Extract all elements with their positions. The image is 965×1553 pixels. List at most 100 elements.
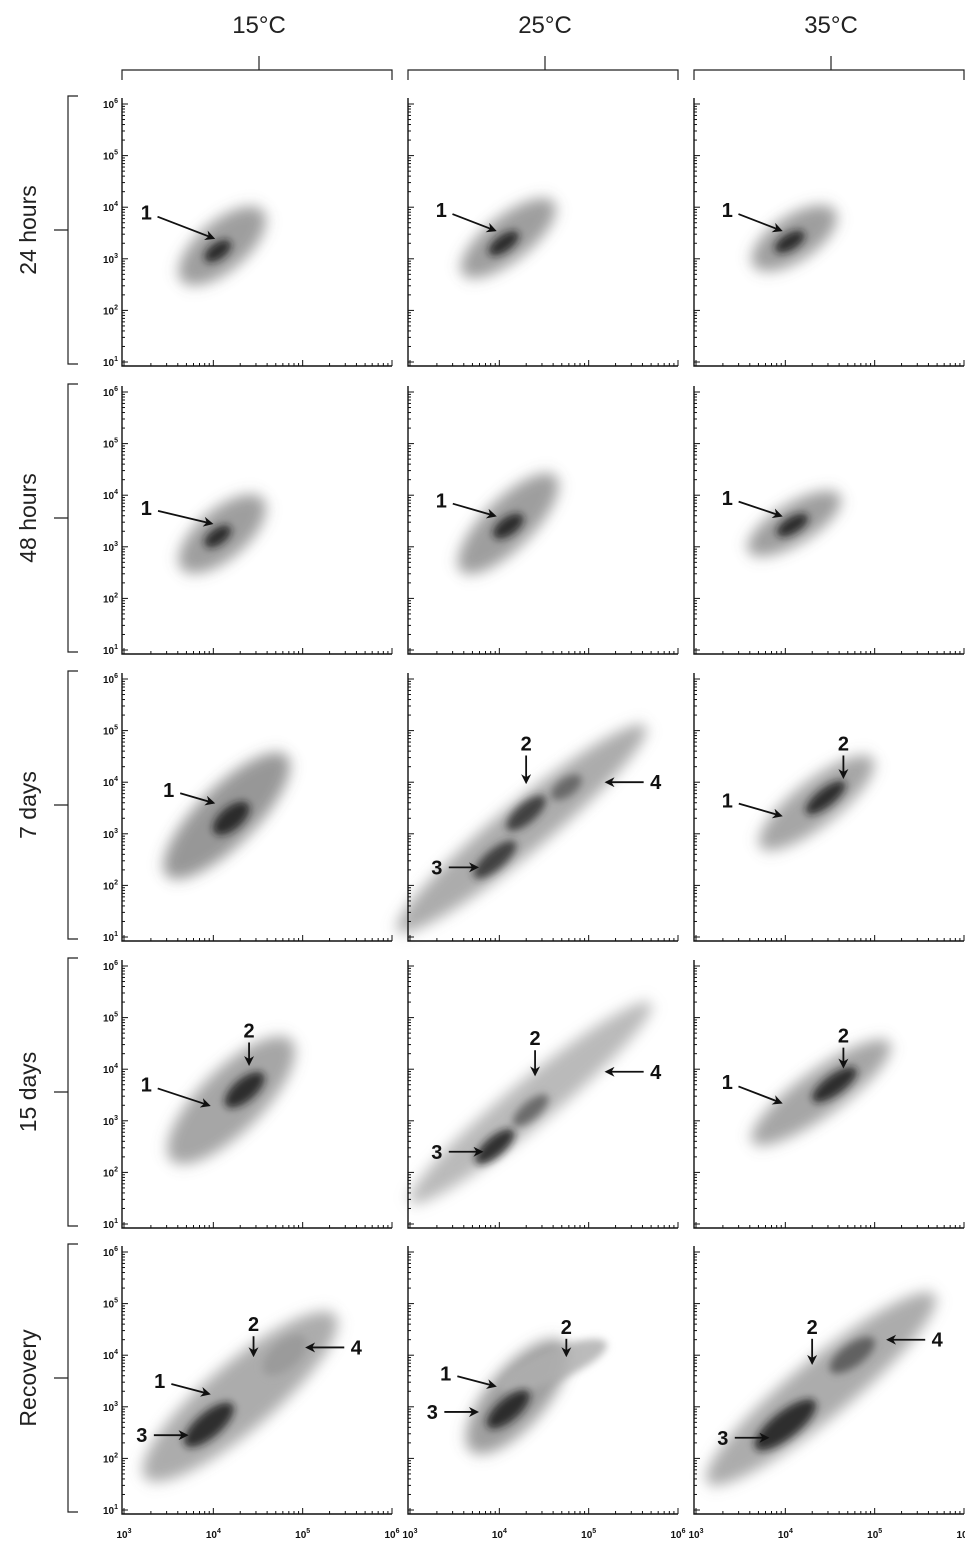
- population-label: 1: [722, 790, 733, 812]
- density-blob: [204, 239, 232, 263]
- density-cloud: [396, 724, 647, 933]
- density-blob: [705, 1292, 937, 1486]
- population-label: 2: [521, 734, 532, 756]
- population-arrow: [179, 792, 216, 806]
- panel: 2 3 4: [396, 673, 679, 942]
- panel-axes: [693, 673, 964, 942]
- panel-axes: [121, 98, 392, 367]
- row-bracket: [54, 95, 78, 365]
- headers: 15°C 25°C 35°C 24 hours 48 hours 7 days 15 day…: [15, 12, 858, 1427]
- y-tick-label: 101: [103, 644, 118, 657]
- population-label: 3: [431, 1142, 442, 1164]
- population-arrow: [738, 213, 783, 233]
- y-tick-label: 102: [103, 1166, 118, 1179]
- row-header: 24 hours: [15, 185, 41, 275]
- density-cloud: [142, 1311, 338, 1482]
- density-cloud: [178, 206, 267, 286]
- panel: 101 102 103 104 105 106 103 104 105 106 1 2 3 4: [103, 1246, 400, 1541]
- population-label: 2: [838, 734, 849, 756]
- y-tick-label: 103: [103, 828, 118, 841]
- density-cloud: [747, 490, 842, 557]
- y-tick-label: 105: [103, 1012, 118, 1025]
- density-blob: [512, 1094, 549, 1127]
- population-label: 1: [436, 490, 447, 512]
- row-header: 7 days: [15, 771, 41, 839]
- x-tick-label: 106: [670, 1528, 685, 1541]
- x-tick-label: 103: [688, 1528, 703, 1541]
- population-label: 2: [530, 1028, 541, 1050]
- population-label: 4: [650, 1062, 662, 1084]
- x-tick-label: 103: [402, 1528, 417, 1541]
- panel-axes: [121, 673, 392, 942]
- population-arrow: [738, 500, 783, 519]
- column-bracket: [693, 56, 965, 80]
- density-blob: [492, 513, 524, 539]
- x-tick-label: 106: [956, 1528, 965, 1541]
- panel: 103 104 105 106 1 2 3: [402, 1246, 686, 1541]
- panel: 103 104 105 106 2 3 4: [688, 1246, 965, 1541]
- panel-axes: [407, 1246, 678, 1515]
- panel-axes: [407, 98, 678, 367]
- y-tick-label: 103: [103, 253, 118, 266]
- panel: 1: [693, 386, 965, 655]
- row-bracket: [54, 670, 78, 940]
- y-tick-label: 104: [103, 1349, 118, 1362]
- population-label: 1: [141, 202, 152, 224]
- density-blob: [754, 1399, 817, 1451]
- panel-axes: [693, 960, 964, 1229]
- panel-axes: [407, 386, 678, 655]
- y-tick-label: 105: [103, 1298, 118, 1311]
- y-tick-label: 106: [103, 98, 118, 111]
- density-cloud: [758, 755, 875, 851]
- y-tick-label: 106: [103, 386, 118, 399]
- x-tick-label: 105: [581, 1528, 596, 1541]
- y-tick-label: 102: [103, 592, 118, 605]
- y-tick-label: 102: [103, 304, 118, 317]
- density-blob: [183, 1402, 234, 1448]
- density-cloud: [751, 205, 837, 272]
- density-blob: [488, 230, 520, 256]
- population-label: 3: [136, 1425, 147, 1447]
- density-cloud: [751, 1039, 891, 1146]
- panel-axes: [693, 386, 964, 655]
- density-cloud: [167, 1036, 296, 1165]
- population-label: 2: [248, 1314, 259, 1336]
- x-tick-label: 106: [384, 1528, 399, 1541]
- column-header: 15°C: [232, 12, 286, 39]
- panel: 101 102 103 104 105 106 1: [103, 98, 393, 369]
- panel-axes: [693, 1246, 964, 1515]
- y-tick-label: 103: [103, 1115, 118, 1128]
- population-label: 1: [722, 488, 733, 510]
- population-label: 2: [838, 1026, 849, 1048]
- population-label: 3: [427, 1402, 438, 1424]
- density-blob: [224, 1071, 265, 1108]
- x-tick-label: 105: [867, 1528, 882, 1541]
- density-blob: [506, 795, 546, 831]
- density-blob: [396, 724, 647, 933]
- density-blob: [486, 1390, 530, 1429]
- density-blob: [475, 1128, 515, 1165]
- density-cloud: [457, 473, 559, 575]
- density-cloud: [178, 494, 267, 574]
- density-blob: [262, 1335, 307, 1376]
- density-blob: [774, 230, 805, 253]
- panel-axes: [121, 960, 392, 1229]
- density-cloud: [465, 1338, 607, 1455]
- panel: 1: [407, 98, 679, 367]
- y-tick-label: 106: [103, 960, 118, 973]
- row-bracket: [54, 1243, 78, 1513]
- density-blob: [829, 1337, 875, 1374]
- y-tick-label: 102: [103, 1452, 118, 1465]
- y-tick-label: 106: [103, 1246, 118, 1259]
- population-arrow: [171, 1383, 211, 1397]
- population-label: 2: [807, 1317, 818, 1339]
- density-blob: [142, 1311, 338, 1482]
- density-cloud: [460, 198, 556, 279]
- density-cloud: [409, 1001, 652, 1204]
- population-label: 4: [650, 772, 662, 794]
- y-tick-label: 101: [103, 931, 118, 944]
- panel: 101 102 103 104 105 106 1: [103, 673, 393, 944]
- y-tick-label: 101: [103, 1218, 118, 1231]
- header-brackets: [54, 56, 965, 1513]
